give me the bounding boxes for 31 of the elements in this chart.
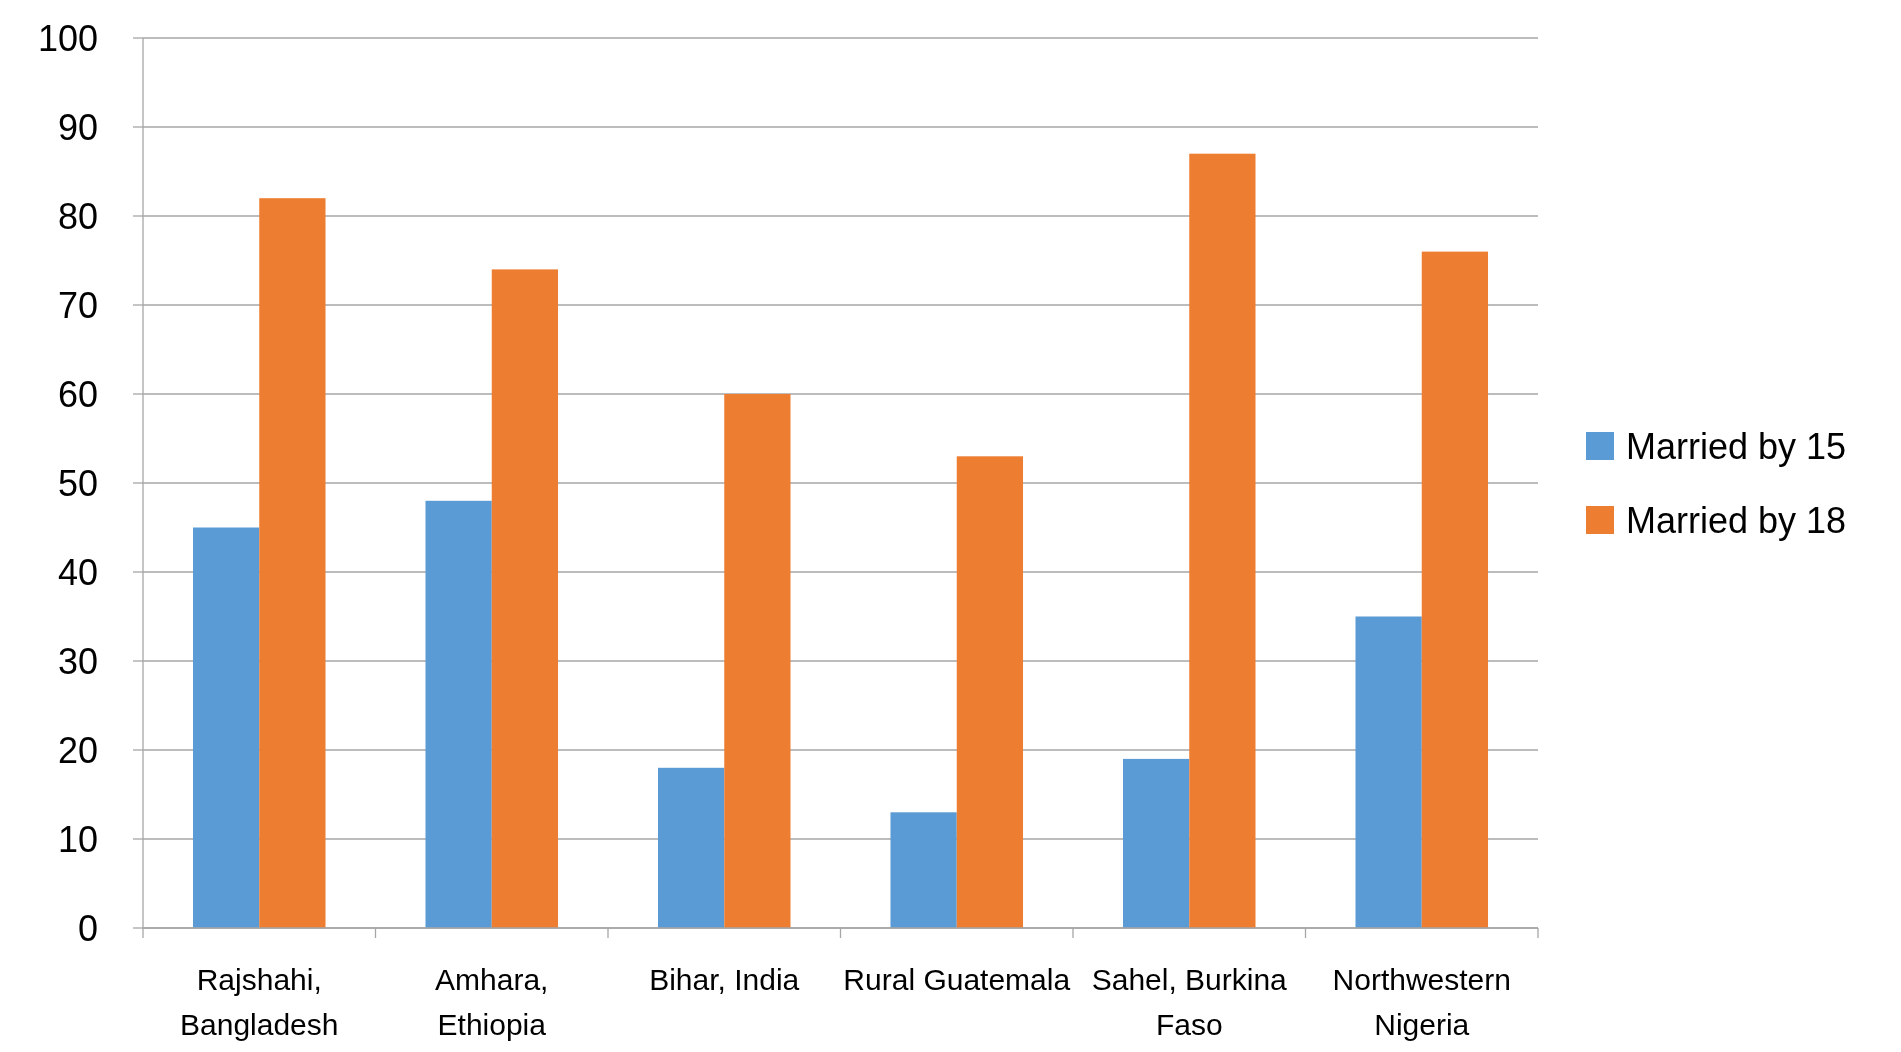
bar [1421,251,1489,928]
x-tick-label: Rajshahi, Bangladesh [180,963,339,1041]
y-tick-label: 40 [57,551,98,593]
y-tick-label: 30 [57,640,98,682]
bar [259,198,326,928]
bar [491,269,559,928]
y-tick-label: 70 [57,284,98,326]
bar [1122,758,1190,928]
bar [956,456,1024,928]
x-tick-label: Rural Guatemala [843,963,1071,996]
y-tick-label: 60 [57,373,98,415]
bar [425,500,492,928]
bar [192,527,260,928]
legend-label: Married by 18 [1626,499,1847,541]
y-tick-label: 0 [77,907,98,949]
x-tick-label: Northwestern Nigeria [1332,963,1511,1041]
y-tick-label: 80 [57,195,98,237]
x-tick-label: Sahel, Burkina Faso [1091,963,1288,1041]
x-tick-label: Amhara, Ethiopia [435,963,549,1041]
y-tick-label: 50 [57,462,98,504]
x-tick-label: Bihar, India [649,963,800,996]
bar [1355,616,1422,928]
bar [1189,153,1256,928]
bar [657,767,725,928]
y-tick-label: 20 [57,729,98,771]
bar [724,394,791,928]
legend-label: Married by 15 [1626,425,1847,467]
y-tick-label: 100 [37,17,98,59]
bar [890,812,957,928]
y-tick-label: 10 [57,818,98,860]
y-tick-label: 90 [57,106,98,148]
